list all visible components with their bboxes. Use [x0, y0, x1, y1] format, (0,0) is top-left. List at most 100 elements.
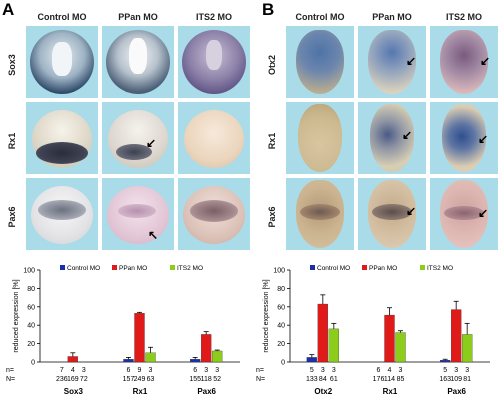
y-tick-label: 100	[23, 268, 35, 275]
n-value: 3	[215, 367, 219, 374]
arrow-icon: ↙	[478, 206, 489, 220]
y-tick-label: 20	[277, 341, 285, 348]
panel-b-col-ppan: PPan MO	[372, 12, 412, 22]
N-value: 133	[306, 376, 318, 383]
panel-a-row-sox3: Sox3	[7, 54, 17, 76]
panel-b-row-pax6: Pax6	[267, 206, 277, 228]
n-value: 3	[149, 367, 153, 374]
panel-a-image-sox3-its2	[178, 26, 250, 98]
arrow-icon: ↙	[146, 136, 157, 150]
bar	[145, 352, 156, 363]
legend-label: ITS2 MO	[427, 265, 453, 272]
y-axis-label: reduced expression [%]	[263, 279, 270, 352]
n-value: 6	[193, 367, 197, 374]
N-value: 169	[67, 376, 79, 383]
panel-b-image-otx2-its2: ↙	[430, 26, 498, 98]
panel-b-image-otx2-ppan: ↙	[358, 26, 426, 98]
N-value: 109	[450, 376, 462, 383]
N-value: 176	[373, 376, 385, 383]
N-value: 163	[439, 376, 451, 383]
panel-b-row-otx2: Otx2	[267, 55, 277, 76]
bar	[190, 359, 201, 363]
arrow-icon: ↙	[480, 54, 491, 68]
panel-a-col-its2: ITS2 MO	[195, 12, 232, 22]
y-tick-label: 60	[277, 304, 285, 311]
panel-b-image-otx2-control	[286, 26, 354, 98]
panel-letter-a: A	[2, 0, 15, 19]
N-value: 85	[397, 376, 405, 383]
legend-swatch	[420, 265, 425, 270]
panel-a-row-rx1: Rx1	[7, 132, 17, 150]
panel-a-col-control: Control MO	[37, 12, 87, 22]
category-label: Rx1	[133, 387, 148, 396]
legend-swatch	[170, 265, 175, 270]
panel-b-image-rx1-its2: ↙	[430, 102, 498, 174]
category-label: Sox3	[64, 387, 84, 396]
bar	[201, 334, 212, 363]
N-value: 249	[134, 376, 146, 383]
panel-b-image-pax6-control	[286, 178, 354, 250]
n-value: 3	[321, 367, 325, 374]
panel-a-image-rx1-its2	[178, 102, 250, 174]
legend-label: Control MO	[67, 265, 100, 272]
n-value: 3	[399, 367, 403, 374]
panel-b-image-pax6-its2: ↙	[430, 178, 498, 250]
legend-swatch	[60, 265, 65, 270]
arrow-icon: ↙	[406, 204, 417, 218]
n-value: 3	[465, 367, 469, 374]
panel-b-row-rx1: Rx1	[267, 132, 277, 150]
arrow-icon: ↖	[148, 228, 159, 242]
bar	[317, 303, 328, 363]
y-tick-label: 60	[27, 304, 35, 311]
panel-b-col-control: Control MO	[295, 12, 345, 22]
panel-a-image-sox3-control	[26, 26, 98, 98]
N-value: 236	[56, 376, 68, 383]
legend-label: Control MO	[317, 265, 350, 272]
category-label: Otx2	[314, 387, 332, 396]
n-value: 4	[388, 367, 392, 374]
legend-swatch	[310, 265, 315, 270]
y-tick-label: 40	[27, 323, 35, 330]
n-label: n=	[6, 367, 14, 374]
y-tick-label: 40	[277, 323, 285, 330]
panel-a-image-pax6-control	[26, 178, 98, 250]
legend-label: ITS2 MO	[177, 265, 203, 272]
panel-b-image-pax6-ppan: ↙	[358, 178, 426, 250]
n-value: 3	[454, 367, 458, 374]
category-label: Pax6	[197, 387, 216, 396]
legend-swatch	[112, 265, 117, 270]
y-tick-label: 20	[27, 341, 35, 348]
panel-b-image-rx1-ppan: ↙	[358, 102, 426, 174]
bar	[384, 314, 395, 363]
bar	[451, 309, 462, 363]
n-value: 4	[71, 367, 75, 374]
n-value: 7	[60, 367, 64, 374]
N-value: 118	[201, 376, 212, 383]
N-label: N=	[6, 376, 15, 383]
bar	[395, 332, 406, 363]
bar	[123, 359, 134, 363]
N-value: 81	[463, 376, 471, 383]
n-value: 9	[138, 367, 142, 374]
y-tick-label: 80	[27, 286, 35, 293]
n-value: 6	[377, 367, 381, 374]
panel-b-image-rx1-control	[286, 102, 354, 174]
category-label: Rx1	[383, 387, 398, 396]
arrow-icon: ↙	[478, 132, 489, 146]
bar	[440, 360, 451, 363]
legend-label: PPan MO	[119, 265, 147, 272]
y-tick-label: 0	[281, 360, 285, 367]
y-tick-label: 80	[277, 286, 285, 293]
N-value: 63	[147, 376, 155, 383]
n-label: n=	[256, 367, 264, 374]
category-label: Pax6	[447, 387, 466, 396]
N-value: 157	[123, 376, 135, 383]
panel-a-row-pax6: Pax6	[7, 206, 17, 228]
N-label: N=	[256, 376, 265, 383]
legend-swatch	[362, 265, 367, 270]
n-value: 5	[443, 367, 447, 374]
n-value: 6	[127, 367, 131, 374]
bar	[134, 313, 145, 363]
